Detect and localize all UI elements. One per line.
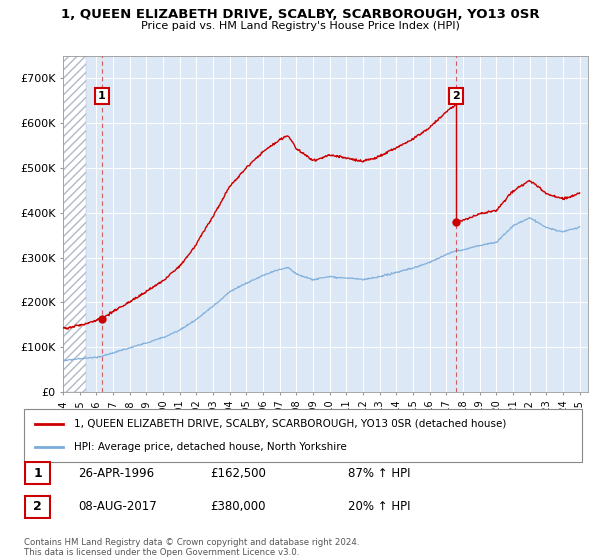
- Text: 1: 1: [33, 466, 42, 480]
- Text: 26-APR-1996: 26-APR-1996: [78, 466, 154, 480]
- Text: 20% ↑ HPI: 20% ↑ HPI: [348, 500, 410, 514]
- Text: 1, QUEEN ELIZABETH DRIVE, SCALBY, SCARBOROUGH, YO13 0SR (detached house): 1, QUEEN ELIZABETH DRIVE, SCALBY, SCARBO…: [74, 419, 506, 429]
- Text: 2: 2: [33, 500, 42, 514]
- FancyBboxPatch shape: [25, 496, 50, 518]
- Text: 08-AUG-2017: 08-AUG-2017: [78, 500, 157, 514]
- Text: £380,000: £380,000: [210, 500, 265, 514]
- Text: 87% ↑ HPI: 87% ↑ HPI: [348, 466, 410, 480]
- Text: 2: 2: [452, 91, 460, 101]
- FancyBboxPatch shape: [24, 409, 582, 462]
- FancyBboxPatch shape: [25, 462, 50, 484]
- Text: 1: 1: [98, 91, 106, 101]
- Text: £162,500: £162,500: [210, 466, 266, 480]
- Text: Price paid vs. HM Land Registry's House Price Index (HPI): Price paid vs. HM Land Registry's House …: [140, 21, 460, 31]
- Text: 1, QUEEN ELIZABETH DRIVE, SCALBY, SCARBOROUGH, YO13 0SR: 1, QUEEN ELIZABETH DRIVE, SCALBY, SCARBO…: [61, 8, 539, 21]
- Text: HPI: Average price, detached house, North Yorkshire: HPI: Average price, detached house, Nort…: [74, 442, 347, 452]
- Text: Contains HM Land Registry data © Crown copyright and database right 2024.
This d: Contains HM Land Registry data © Crown c…: [24, 538, 359, 557]
